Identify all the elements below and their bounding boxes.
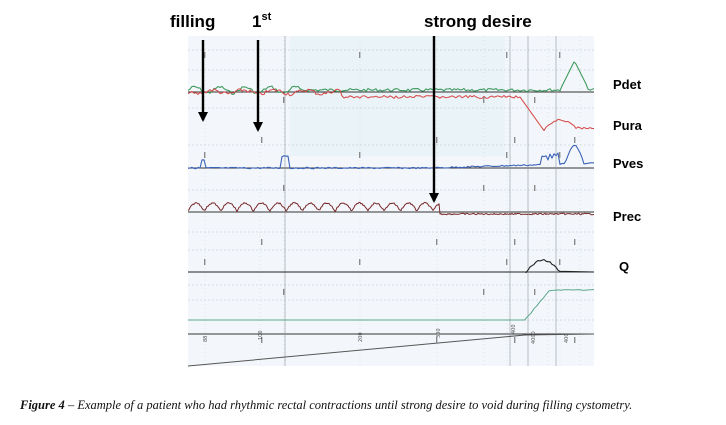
volume-tick-label: 400 [564,333,570,343]
channel-tick-mark [534,185,536,191]
channel-tick-mark [283,97,285,103]
channel-tick-mark [436,137,438,143]
channel-tick-mark [261,337,263,343]
channel-tick-mark [559,52,561,58]
channel-tick-mark [436,337,438,343]
annotation-first-sensation-number: 1 [252,12,261,31]
volume-tick-label: 100 [258,330,264,340]
channel-tick-mark [574,337,576,343]
arrow-strong-desire-head [429,193,439,203]
channel-label-pura: Pura [613,118,643,133]
volume-tick-label: 200 [358,332,364,342]
channel-tick-mark [359,52,361,58]
traces [187,61,595,367]
channel-tick-mark [514,137,516,143]
channel-tick-mark [534,97,536,103]
q-trace [188,258,595,274]
arrow-filling-head [198,112,208,122]
channel-tick-mark [506,152,508,158]
channel-tick-mark [514,337,516,343]
channel-tick-mark [506,259,508,265]
channel-label-prec: Prec [613,209,641,224]
channel-tick-mark [506,52,508,58]
channel-tick-mark [559,152,561,158]
annotation-strong-desire: strong desire [424,12,532,31]
volume-tick-labels: 88 100 200 300 400 4000 400 [203,324,570,344]
channel-label-pdet: Pdet [613,77,642,92]
channel-ticks [204,52,576,343]
volume-tick-label: 300 [436,328,442,338]
caption-text: – Example of a patient who had rhythmic … [64,398,633,412]
channel-label-q: Q [619,259,629,274]
channel-tick-mark [204,152,206,158]
channel-tick-mark [483,97,485,103]
volume-tick-label: 4000 [531,331,537,344]
prec-trace [187,201,595,216]
event-arrows [198,36,439,203]
channel-label-pves: Pves [613,156,643,171]
infused-volume-trace [187,333,595,367]
channel-tick-mark [574,137,576,143]
channel-tick-mark [534,289,536,295]
annotation-first-sensation-sup: st [261,11,271,23]
volume-tick-label: 400 [511,324,517,334]
caption-label: Figure 4 [20,398,65,412]
arrow-first-sensation-head [253,122,263,132]
channel-tick-mark [514,239,516,245]
channel-tick-mark [261,239,263,245]
channel-tick-mark [559,259,561,265]
channel-tick-mark [359,259,361,265]
channel-tick-mark [283,289,285,295]
channel-tick-mark [204,52,206,58]
annotation-filling: filling [170,12,215,31]
voided-volume-trace [188,289,595,321]
pves-trace [187,144,595,170]
channel-tick-mark [436,239,438,245]
figure-caption: Figure 4 – Example of a patient who had … [20,398,720,413]
channel-tick-mark [204,259,206,265]
volume-tick-label: 88 [203,336,209,342]
annotation-first-sensation: 1st [252,11,272,31]
channel-tick-mark [283,185,285,191]
channel-tick-mark [359,152,361,158]
channel-tick-mark [483,289,485,295]
pura-trace [187,88,594,132]
channel-tick-mark [261,137,263,143]
channel-tick-mark [574,239,576,245]
channel-tick-mark [483,185,485,191]
